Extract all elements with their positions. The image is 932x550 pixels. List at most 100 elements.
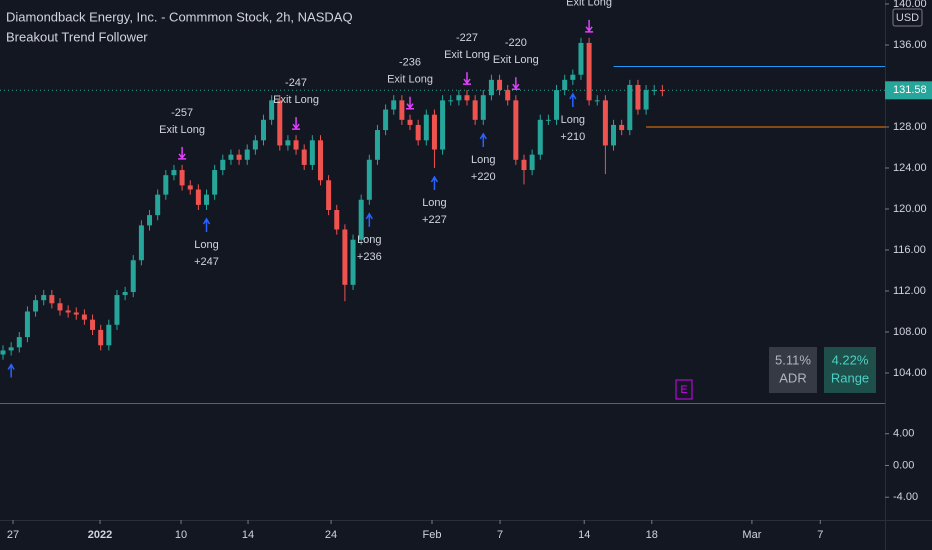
currency-box[interactable] xyxy=(892,8,923,27)
x-tick-label: 14 xyxy=(578,529,590,541)
candle-body xyxy=(627,84,633,131)
entry-arrow xyxy=(569,92,577,107)
y-tick-label: 140.00 xyxy=(893,0,927,10)
exit-arrow xyxy=(292,117,301,130)
signal-label: Exit Long xyxy=(444,49,490,61)
candle-body xyxy=(326,180,332,211)
y-tick-label: -4.00 xyxy=(893,491,918,503)
x-tick-label: 2022 xyxy=(88,529,112,541)
candle-body xyxy=(114,295,120,325)
x-tick-label: 24 xyxy=(325,529,337,541)
candle-body xyxy=(293,140,299,150)
candle-body xyxy=(269,100,275,120)
candle-body xyxy=(578,42,584,75)
candle-body xyxy=(334,210,340,230)
candle-body xyxy=(130,260,136,293)
y-tick-label: 112.00 xyxy=(893,285,926,297)
earnings-marker: E xyxy=(680,384,687,396)
candle-body xyxy=(277,100,283,146)
candle-body xyxy=(407,119,413,125)
y-tick-label: 104.00 xyxy=(893,367,927,379)
signal-label: Long xyxy=(561,114,585,126)
currency: USD xyxy=(896,12,919,24)
candle-body xyxy=(122,292,128,296)
stat-box xyxy=(824,347,876,393)
chart-title: Diamondback Energy, Inc. - Commmon Stock… xyxy=(6,9,353,24)
exit-arrow xyxy=(463,72,472,85)
candle-body xyxy=(545,119,551,121)
candle-body xyxy=(611,124,617,146)
stat-label: Range xyxy=(831,370,869,385)
signal-label: +227 xyxy=(422,214,447,226)
candle-body xyxy=(301,149,307,165)
candle-body xyxy=(195,189,201,205)
candle-body xyxy=(138,225,144,261)
x-tick-label: 7 xyxy=(817,529,823,541)
candle-body xyxy=(521,159,527,171)
candle-body xyxy=(81,314,87,320)
candle-body xyxy=(651,90,657,92)
candle-body xyxy=(383,109,389,131)
candle-body xyxy=(659,90,665,92)
signal-label: Long xyxy=(357,234,381,246)
candle-body xyxy=(415,124,421,141)
candle-body xyxy=(260,119,266,141)
y-tick-label: 128.00 xyxy=(893,121,927,133)
signal-label: +247 xyxy=(194,256,219,268)
candle-body xyxy=(635,84,641,110)
candle-body xyxy=(106,324,112,346)
candle-body xyxy=(480,95,486,120)
candle-body xyxy=(570,74,576,80)
last-price-label: 131.58 xyxy=(893,84,927,96)
signal-label: Exit Long xyxy=(493,54,539,66)
signal-label: Long xyxy=(422,197,446,209)
candle-body xyxy=(309,140,315,165)
candle-body xyxy=(464,95,470,101)
candle-body xyxy=(8,347,14,351)
x-tick-label: Feb xyxy=(423,529,442,541)
exit-arrow xyxy=(406,96,415,110)
stat-value: 5.11% xyxy=(775,352,811,367)
signal-label: Exit Long xyxy=(273,94,319,106)
candle-body xyxy=(204,194,210,205)
candle-body xyxy=(619,124,625,131)
signal-label: -247 xyxy=(285,77,307,89)
candle-body xyxy=(65,310,71,313)
entry-arrow xyxy=(430,175,439,190)
candle-body xyxy=(391,100,397,110)
candle-body xyxy=(562,79,568,91)
signal-label: +220 xyxy=(471,171,496,183)
candle-body xyxy=(317,140,323,181)
candle-body xyxy=(505,90,511,101)
earnings-box xyxy=(675,379,693,400)
entry-arrow xyxy=(479,132,487,147)
y-tick-label: 0.00 xyxy=(893,459,914,471)
x-tick-label: 10 xyxy=(175,529,187,541)
signal-label: Exit Long xyxy=(387,74,433,86)
signal-label: +236 xyxy=(357,251,382,263)
candle-body xyxy=(57,303,63,311)
stat-box xyxy=(769,347,817,393)
candle-body xyxy=(98,329,104,346)
exit-arrow xyxy=(585,19,594,33)
candle-body xyxy=(0,350,6,355)
x-tick-label: 18 xyxy=(646,529,658,541)
candle-body xyxy=(236,154,242,160)
candle-body xyxy=(49,295,55,304)
candle-body xyxy=(497,79,503,91)
candle-body xyxy=(155,194,161,216)
entry-arrow xyxy=(7,363,15,378)
candle-body xyxy=(285,140,291,146)
signal-label: Long xyxy=(471,154,495,166)
candle-body xyxy=(244,149,250,160)
candle-body xyxy=(456,95,462,101)
last-price-box xyxy=(885,81,932,100)
signal-label: -257 xyxy=(171,107,193,119)
candle-body xyxy=(212,170,218,195)
y-tick-label: 136.00 xyxy=(893,39,927,51)
candle-body xyxy=(513,100,519,160)
y-tick-label: 124.00 xyxy=(893,162,927,174)
